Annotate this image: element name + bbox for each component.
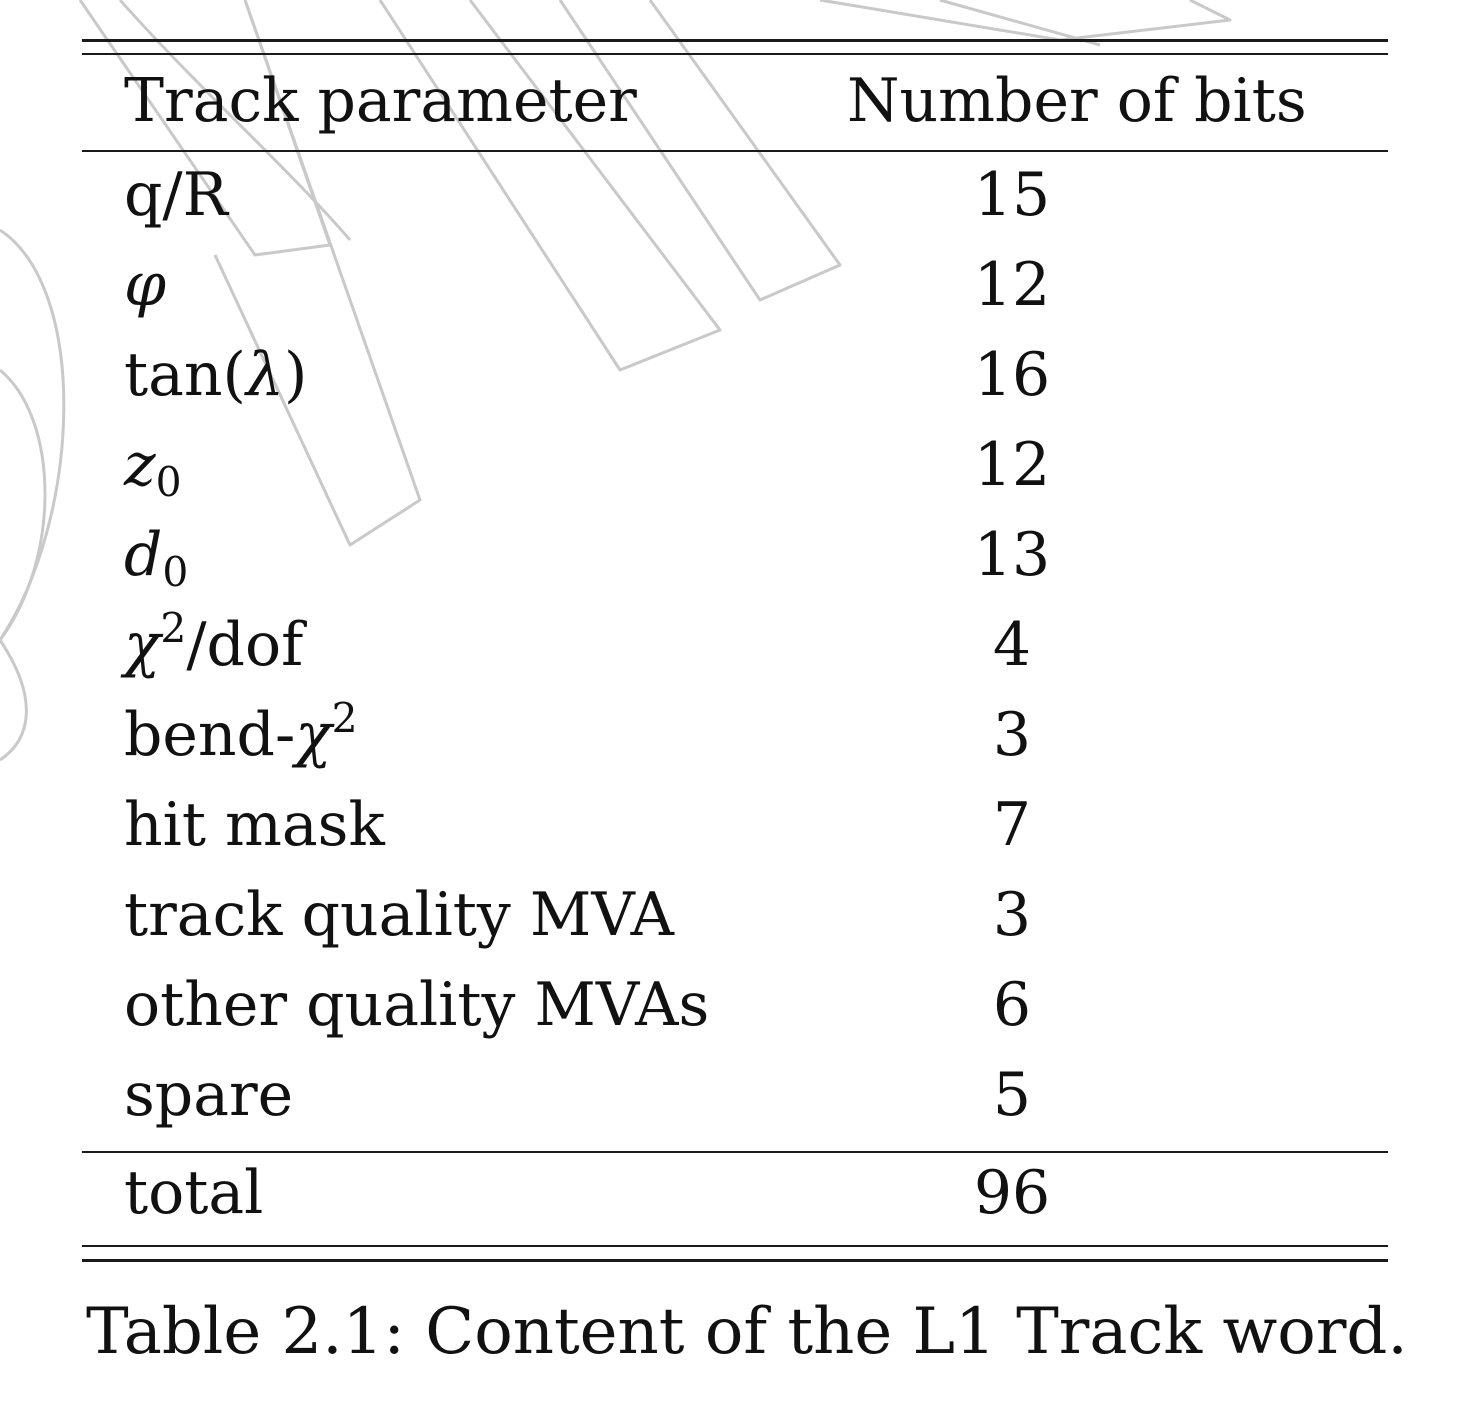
param-bend-chi2: bend-χ2 [124, 694, 358, 770]
param-d0: d0 [124, 520, 189, 597]
param-phi: φ [124, 250, 167, 320]
param-track-quality-mva: track quality MVA [124, 880, 674, 950]
total-label: total [124, 1158, 264, 1228]
header-number-of-bits: Number of bits [847, 66, 1307, 136]
param-spare: spare [124, 1060, 294, 1130]
table-total-row: total 96 [82, 1148, 1388, 1238]
table-row: tan(λ) 16 [82, 330, 1388, 420]
bits-value: 12 [973, 250, 1051, 320]
bottom-rule-inner [82, 1245, 1388, 1247]
param-tan-lambda: tan(λ) [124, 340, 308, 410]
table-row: bend-χ2 3 [82, 690, 1388, 780]
bits-value: 3 [992, 700, 1032, 770]
param-q-over-r: q/R [124, 160, 228, 230]
param-chi2-per-dof: χ2/dof [124, 604, 304, 680]
bits-value: 12 [973, 430, 1051, 500]
table-caption: Table 2.1: Content of the L1 Track word. [86, 1295, 1408, 1369]
bits-value: 7 [992, 790, 1032, 860]
table-row: z0 12 [82, 420, 1388, 510]
bits-value: 3 [992, 880, 1032, 950]
param-z0: z0 [124, 430, 182, 507]
header-track-parameter: Track parameter [124, 66, 637, 136]
table-row: track quality MVA 3 [82, 870, 1388, 960]
bottom-rule-outer [82, 1259, 1388, 1262]
table-row: other quality MVAs 6 [82, 960, 1388, 1050]
top-rule-inner [82, 53, 1388, 55]
bits-value: 16 [973, 340, 1051, 410]
bits-value: 5 [992, 1060, 1032, 1130]
header-rule [82, 150, 1388, 152]
total-value: 96 [973, 1158, 1051, 1228]
table-row: spare 5 [82, 1050, 1388, 1140]
bits-value: 13 [973, 520, 1051, 590]
bits-value: 4 [992, 610, 1032, 680]
param-hit-mask: hit mask [124, 790, 385, 860]
table-row: χ2/dof 4 [82, 600, 1388, 690]
bits-value: 6 [992, 970, 1032, 1040]
table-row: d0 13 [82, 510, 1388, 600]
total-rule [82, 1151, 1388, 1153]
table-row: φ 12 [82, 240, 1388, 330]
top-rule-outer [82, 39, 1388, 42]
table-header-row: Track parameter Number of bits [82, 56, 1388, 146]
table-row: q/R 15 [82, 150, 1388, 240]
param-other-quality-mvas: other quality MVAs [124, 970, 710, 1040]
bits-value: 15 [973, 160, 1051, 230]
table-row: hit mask 7 [82, 780, 1388, 870]
